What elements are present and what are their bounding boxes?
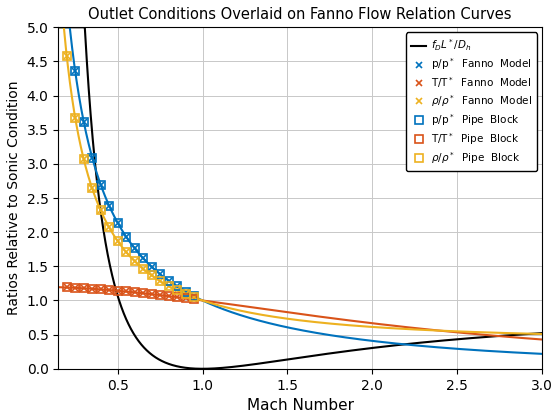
Legend: $f_DL^*/D_h$, p/p$^*$  Fanno  Model, T/T$^*$  Fanno  Model, $\rho$/$\rho^*$  Fan: $f_DL^*/D_h$, p/p$^*$ Fanno Model, T/T$^… (405, 32, 537, 171)
Y-axis label: Ratios Relative to Sonic Condition: Ratios Relative to Sonic Condition (7, 81, 21, 315)
X-axis label: Mach Number: Mach Number (246, 398, 354, 413)
Title: Outlet Conditions Overlaid on Fanno Flow Relation Curves: Outlet Conditions Overlaid on Fanno Flow… (88, 7, 512, 22)
